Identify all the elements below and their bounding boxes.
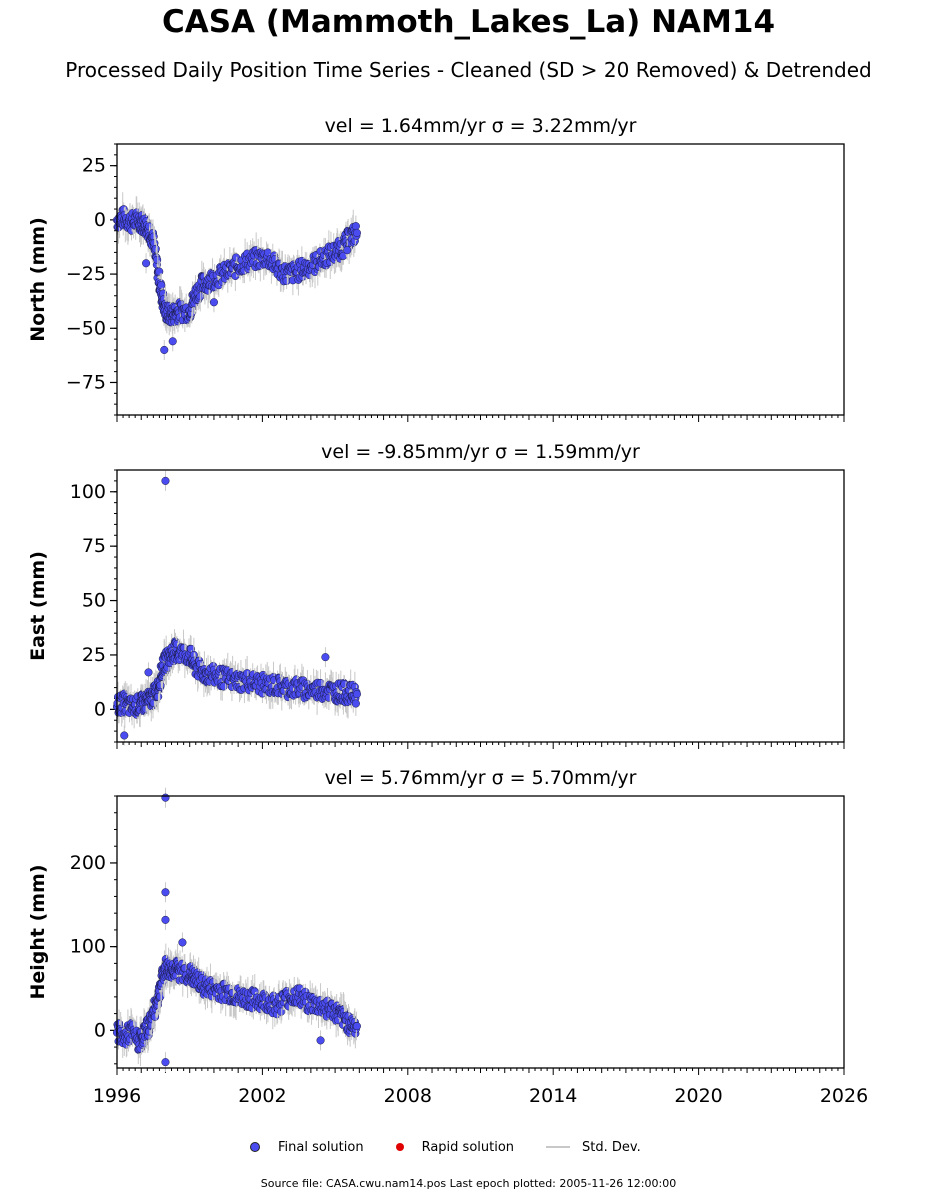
ylabel-east: East (mm) (27, 551, 49, 661)
ytick-label-north: −75 (66, 371, 106, 393)
ytick-label-east: 25 (82, 644, 106, 666)
xtick-label-height: 2026 (820, 1085, 868, 1107)
legend-marker-final (250, 1142, 260, 1152)
panel-title-height: vel = 5.76mm/yr σ = 5.70mm/yr (325, 767, 637, 789)
ytick-label-height: 0 (94, 1019, 106, 1041)
legend-marker-stddev (546, 1146, 571, 1148)
outlier-point-height (161, 888, 170, 897)
data-point-north (157, 281, 166, 290)
plot-frame-height (116, 795, 845, 1069)
legend-item-final: Final solution (250, 1140, 364, 1155)
ylabel-north: North (mm) (27, 217, 49, 342)
data-point-north (351, 222, 360, 231)
outlier-point-north (168, 337, 177, 346)
plot-frame-east (116, 469, 845, 743)
outlier-point-height (178, 938, 187, 947)
outlier-point-north (209, 298, 218, 307)
ytick-label-north: 25 (82, 155, 106, 177)
ylabel-height: Height (mm) (27, 864, 49, 999)
outlier-point-height (161, 1058, 170, 1067)
outlier-point-north (142, 259, 151, 268)
outlier-point-north (160, 345, 169, 355)
legend-label-stddev: Std. Dev. (582, 1139, 641, 1155)
source-footer: Source file: CASA.cwu.nam14.pos Last epo… (260, 1177, 677, 1190)
outlier-point-north (343, 246, 352, 255)
legend: Final solution Rapid solution Std. Dev. (250, 1136, 673, 1158)
legend-label-rapid: Rapid solution (421, 1139, 515, 1155)
xtick-label-height: 2020 (674, 1085, 722, 1107)
plots-canvas: vel = 1.64mm/yr σ = 3.22mm/yr North (mm) 2… (27, 115, 868, 1107)
ytick-label-height: 200 (70, 852, 106, 874)
outlier-point-height (316, 1036, 325, 1045)
ytick-label-north: −50 (66, 317, 106, 339)
outlier-point-east (144, 668, 153, 677)
outlier-point-east (161, 476, 170, 485)
xtick-label-height: 2014 (529, 1085, 577, 1107)
ytick-label-east: 75 (82, 535, 106, 557)
legend-label-final: Final solution (278, 1139, 364, 1155)
ytick-label-east: 0 (94, 698, 106, 720)
outlier-point-height (161, 915, 170, 924)
ytick-label-north: 0 (94, 209, 106, 231)
figure-subtitle: Processed Daily Position Time Series - C… (65, 58, 872, 82)
xtick-label-height: 2002 (238, 1085, 286, 1107)
xtick-label-height: 1996 (93, 1085, 141, 1107)
ytick-label-east: 50 (82, 590, 106, 612)
data-point-east (351, 699, 360, 708)
ytick-label-north: −25 (66, 263, 106, 285)
plot-frame-north (116, 143, 845, 416)
data-point-north (352, 228, 361, 237)
outlier-point-height (161, 793, 170, 802)
ytick-label-height: 100 (70, 936, 106, 958)
outlier-point-east (120, 731, 129, 740)
ytick-label-east: 100 (70, 481, 106, 503)
data-point-north (155, 267, 164, 276)
xtick-label-height: 2008 (384, 1085, 432, 1107)
legend-item-stddev: Std. Dev. (546, 1140, 641, 1155)
panel-title-east: vel = -9.85mm/yr σ = 1.59mm/yr (321, 441, 640, 463)
legend-item-rapid: Rapid solution (395, 1139, 515, 1155)
legend-marker-rapid (395, 1143, 404, 1151)
data-point-height (352, 1022, 361, 1031)
data-point-east (156, 681, 165, 690)
outlier-point-east (321, 653, 330, 662)
panel-title-north: vel = 1.64mm/yr σ = 3.22mm/yr (325, 115, 637, 137)
figure-title: CASA (Mammoth_Lakes_La) NAM14 (161, 4, 776, 40)
data-point-north (153, 255, 162, 264)
data-point-east (352, 690, 361, 699)
